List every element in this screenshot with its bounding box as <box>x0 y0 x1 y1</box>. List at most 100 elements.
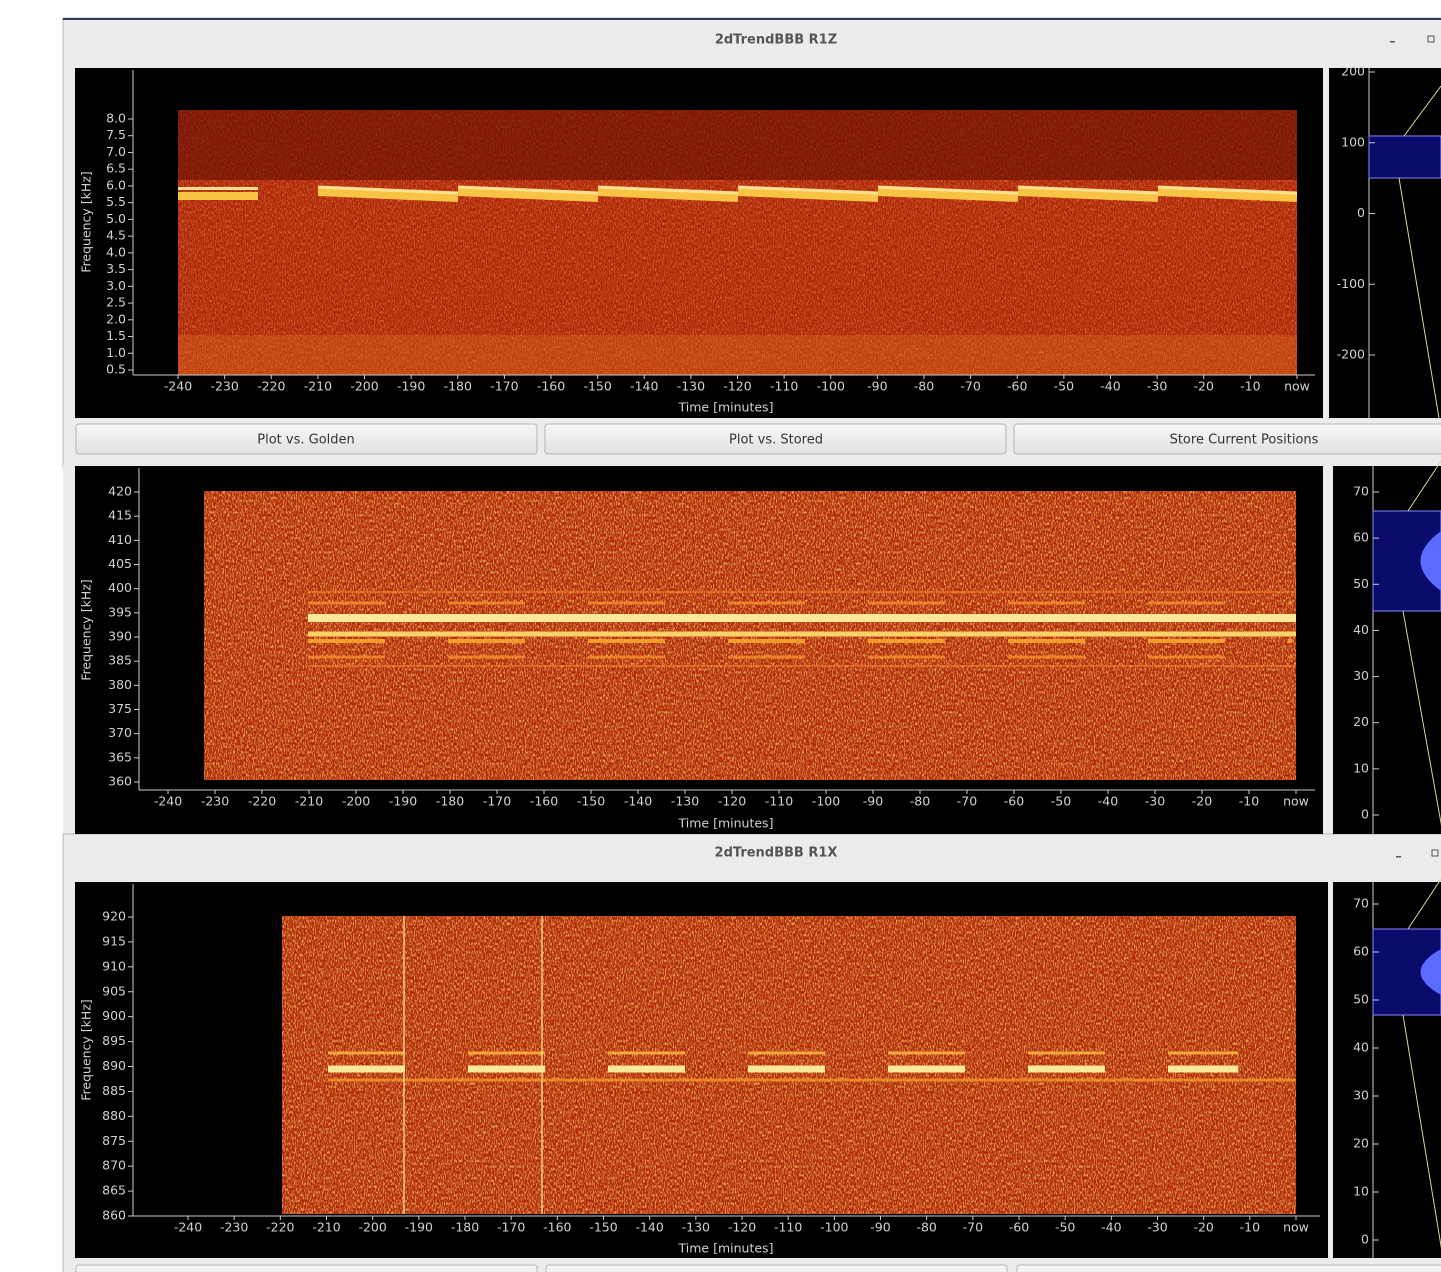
spectrogram-band <box>888 1052 965 1055</box>
spectrogram-band <box>448 602 525 605</box>
x-tick-label: now <box>1283 794 1309 809</box>
spectrogram-band <box>1008 591 1148 593</box>
spectrogram-band <box>588 639 665 643</box>
window-border <box>63 18 1441 20</box>
y-tick-label: 885 <box>102 1083 126 1098</box>
spectrogram-band <box>468 1066 545 1073</box>
x-tick-label: -10 <box>1240 379 1260 394</box>
x-tick-label: -170 <box>483 794 511 809</box>
window-title: 2dTrendBBB R1Z <box>715 33 837 48</box>
spectrogram-band <box>1008 665 1148 667</box>
spectrogram-band <box>748 1079 888 1082</box>
y-tick-label: 875 <box>102 1133 126 1148</box>
spectrogram-band <box>1008 639 1085 643</box>
y-tick-label: 865 <box>102 1183 126 1198</box>
minimize-button[interactable] <box>1390 41 1395 43</box>
x-tick-label: -20 <box>1192 794 1212 809</box>
spectrogram-noise <box>282 916 1296 1214</box>
y-tick-label: 915 <box>102 933 126 948</box>
spectrogram-band <box>868 665 1008 667</box>
spectrogram-band <box>728 656 805 659</box>
y-tick-label: 860 <box>102 1208 126 1223</box>
spectrogram-band <box>588 602 665 605</box>
spectrogram-band <box>1008 602 1085 605</box>
spectrogram-band <box>1148 591 1288 593</box>
spectrogram-band <box>728 632 868 637</box>
x-tick-label: -130 <box>677 379 705 394</box>
x-tick-label: -20 <box>1193 1220 1213 1235</box>
spectrogram-band <box>588 665 728 667</box>
side-tick-label: 70 <box>1353 484 1369 499</box>
x-tick-label: -40 <box>1098 794 1118 809</box>
spectrogram-band <box>308 602 385 605</box>
x-tick-label: -120 <box>718 794 746 809</box>
x-tick-label: -80 <box>910 794 930 809</box>
spectrogram-band <box>1288 639 1292 643</box>
side-tick-label: 30 <box>1353 1088 1369 1103</box>
y-tick-label: 405 <box>108 556 132 571</box>
spectrogram-band <box>868 602 945 605</box>
button[interactable] <box>1017 1265 1441 1272</box>
side-tick-label: 10 <box>1353 760 1369 775</box>
spectrogram-band <box>1148 602 1225 605</box>
y-tick-label: 890 <box>102 1058 126 1073</box>
x-tick-label: -210 <box>295 794 323 809</box>
x-tick-label: -100 <box>812 794 840 809</box>
x-tick-label: -30 <box>1145 794 1165 809</box>
spectrogram-band <box>1288 665 1296 667</box>
spectrogram-band <box>1148 614 1288 622</box>
button-label[interactable]: Store Current Positions <box>1170 433 1319 448</box>
x-tick-label: -150 <box>577 794 605 809</box>
x-tick-label: -210 <box>304 379 332 394</box>
y-tick-label: 6.0 <box>106 177 126 192</box>
y-tick-label: 385 <box>108 653 132 668</box>
spectrogram-band <box>448 665 588 667</box>
spectrogram-band <box>728 591 868 593</box>
spectrogram-band <box>308 656 385 659</box>
x-tick-label: -200 <box>350 379 378 394</box>
y-tick-label: 8.0 <box>106 111 126 126</box>
side-range <box>1369 136 1441 178</box>
x-tick-label: -30 <box>1147 1220 1167 1235</box>
spectrogram-band <box>608 1066 685 1073</box>
button[interactable] <box>76 1265 537 1272</box>
spectrogram-band <box>728 665 868 667</box>
spectrogram-band <box>448 614 588 622</box>
side-tick-label: 40 <box>1353 622 1369 637</box>
button-label[interactable]: Plot vs. Stored <box>729 433 823 448</box>
x-tick-label: -180 <box>436 794 464 809</box>
spectrogram-band <box>448 656 525 659</box>
x-tick-label: -50 <box>1054 379 1074 394</box>
y-tick-label: 5.0 <box>106 211 126 226</box>
x-tick-label: -50 <box>1055 1220 1075 1235</box>
button-label[interactable]: Plot vs. Golden <box>257 433 355 448</box>
side-tick-label: 10 <box>1353 1184 1369 1199</box>
x-axis-label: Time [minutes] <box>678 1241 774 1256</box>
y-tick-label: 910 <box>102 958 126 973</box>
x-tick-label: -200 <box>358 1220 386 1235</box>
spectrogram-band <box>888 1079 1028 1082</box>
x-tick-label: -240 <box>154 794 182 809</box>
y-tick-label: 880 <box>102 1108 126 1123</box>
y-axis-label: Frequency [kHz] <box>79 171 94 273</box>
x-tick-label: -60 <box>1004 794 1024 809</box>
y-tick-label: 395 <box>108 604 132 619</box>
spectrogram-band <box>728 639 805 643</box>
spectrogram-band <box>328 1066 405 1073</box>
x-tick-label: -150 <box>583 379 611 394</box>
y-tick-label: 7.0 <box>106 144 126 159</box>
spectrogram-band <box>588 656 665 659</box>
x-tick-label: -90 <box>870 1220 890 1235</box>
button[interactable] <box>546 1265 1007 1272</box>
x-tick-label: -180 <box>444 379 472 394</box>
y-tick-label: 415 <box>108 508 132 523</box>
x-tick-label: -110 <box>770 379 798 394</box>
y-tick-label: 1.5 <box>106 328 126 343</box>
spectrogram-band <box>1148 632 1288 637</box>
side-tick-label: 20 <box>1353 714 1369 729</box>
spectrogram-band <box>728 614 868 622</box>
side-tick-label: 50 <box>1353 992 1369 1007</box>
y-axis-label: Frequency [kHz] <box>79 579 94 681</box>
x-tick-label: -200 <box>342 794 370 809</box>
minimize-button[interactable] <box>1396 856 1401 858</box>
